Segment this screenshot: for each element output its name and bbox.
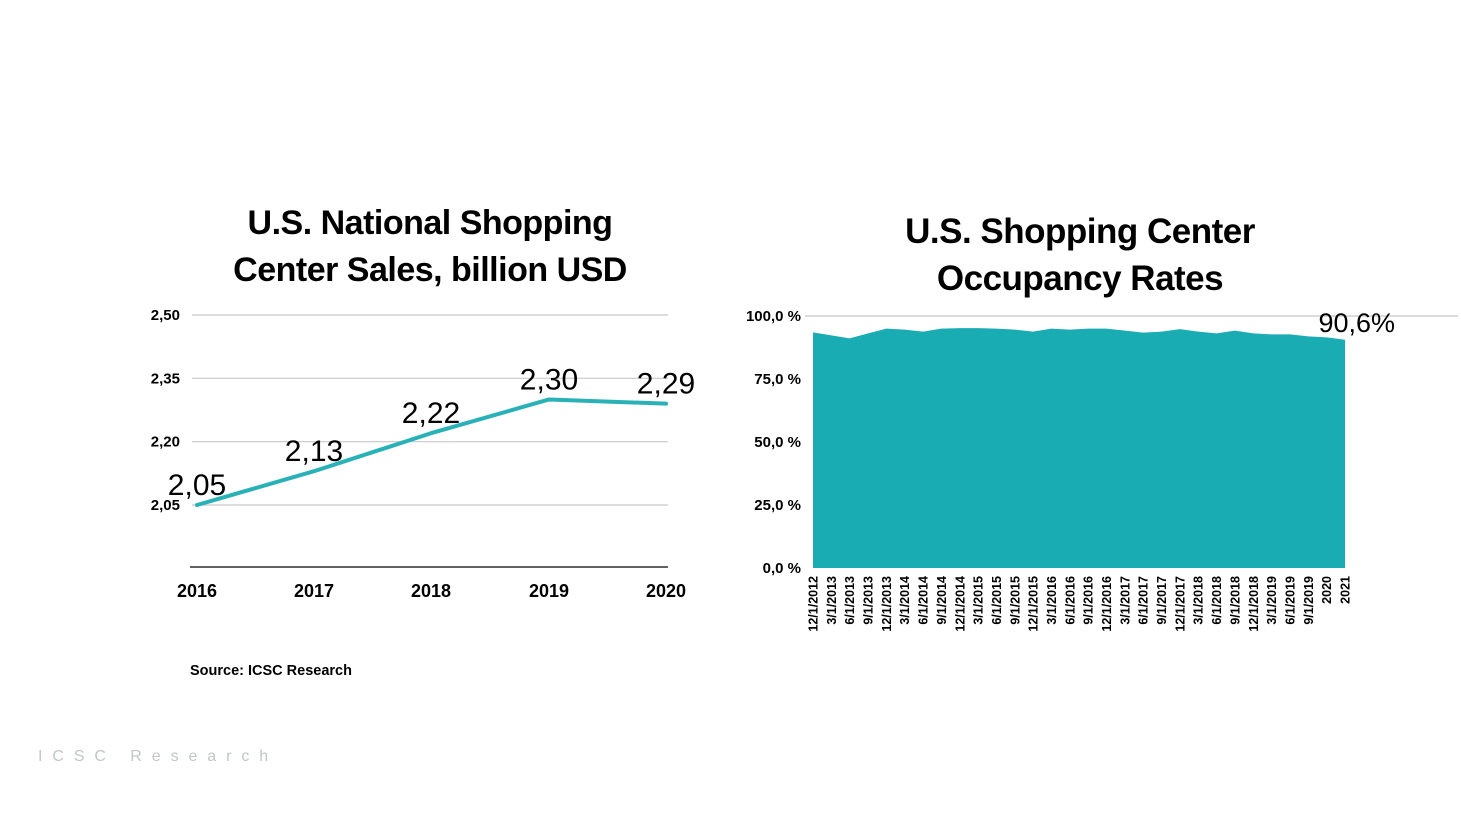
sales-line	[195, 397, 668, 507]
sales-line-chart: 2,50 2,35 2,20 2,052,05 2,13 2,22 2,30 2,29 2016…	[151, 307, 695, 601]
left-chart-title: U.S. National Shopping Center Sales, bil…	[140, 200, 720, 294]
x-tick-label: 9/1/2013	[862, 576, 876, 625]
x-tick-label: 12/1/2018	[1247, 576, 1261, 632]
source-note: Source: ICSC Research	[190, 663, 352, 679]
data-label: 2,29	[637, 368, 695, 401]
x-tick-label: 12/1/2014	[953, 576, 967, 632]
icsc-research-watermark: ICSC Research	[38, 748, 279, 765]
x-tick-label: 6/1/2017	[1137, 576, 1151, 625]
x-tick-label: 2021	[1339, 576, 1353, 604]
x-tick-label: 3/1/2015	[972, 576, 986, 625]
data-label: 2,30	[520, 363, 578, 396]
occupancy-end-value-label: 90,6%	[1318, 308, 1395, 338]
right-chart-title-line2: Occupancy Rates	[936, 259, 1224, 298]
x-tick-label: 12/1/2017	[1173, 576, 1187, 632]
x-tick-label: 9/1/2016	[1082, 576, 1096, 625]
x-tick-label: 6/1/2015	[990, 576, 1004, 625]
x-tick-label: 9/1/2019	[1302, 576, 1316, 625]
x-tick-label: 3/1/2019	[1265, 576, 1279, 625]
y-tick-label: 2,35	[151, 370, 180, 387]
y-tick-label: 75,0 %	[754, 371, 801, 388]
x-tick-label: 9/1/2018	[1228, 576, 1242, 625]
x-tick-label: 6/1/2019	[1283, 576, 1297, 625]
x-tick-label: 2017	[294, 581, 334, 601]
x-tick-label: 3/1/2016	[1045, 576, 1059, 625]
data-label: 2,13	[285, 435, 343, 468]
right-chart-title-line1: U.S. Shopping Center	[905, 212, 1255, 251]
x-tick-label: 9/1/2015	[1008, 576, 1022, 625]
x-tick-label: 2018	[411, 581, 451, 601]
x-tick-label: 2020	[1320, 576, 1334, 604]
data-label: 2,22	[402, 397, 460, 430]
x-tick-label: 3/1/2018	[1192, 576, 1206, 625]
occupancy-area-chart: 100,0 % 75,0 % 50,0 % 25,0 % 0,0 % 12/1/2012 3…	[746, 308, 1458, 632]
x-tick-label: 9/1/2014	[935, 576, 949, 625]
y-tick-label: 25,0 %	[754, 497, 801, 514]
x-tick-label: 9/1/2017	[1155, 576, 1169, 625]
y-tick-label: 0,0 %	[763, 560, 801, 577]
left-chart-title-line2: Center Sales, billion USD	[233, 251, 627, 289]
x-tick-label: 6/1/2016	[1063, 576, 1077, 625]
y-tick-label: 100,0 %	[746, 308, 801, 325]
x-tick-label: 6/1/2018	[1210, 576, 1224, 625]
y-tick-label: 2,20	[151, 434, 180, 451]
occupancy-area	[813, 328, 1345, 568]
right-chart-title: U.S. Shopping Center Occupancy Rates	[790, 208, 1370, 302]
x-tick-label: 3/1/2014	[898, 576, 912, 625]
data-label: 2,05	[168, 469, 226, 502]
left-chart-title-line1: U.S. National Shopping	[247, 204, 613, 242]
x-tick-label: 3/1/2013	[825, 576, 839, 625]
y-tick-label: 50,0 %	[754, 434, 801, 451]
x-tick-label: 2016	[177, 581, 217, 601]
x-tick-label: 12/1/2015	[1027, 576, 1041, 632]
y-tick-label: 2,05	[151, 497, 180, 514]
x-tick-label: 2020	[646, 581, 686, 601]
x-tick-label: 6/1/2014	[917, 576, 931, 625]
y-tick-label: 2,50	[151, 307, 180, 324]
x-tick-label: 3/1/2017	[1118, 576, 1132, 625]
x-tick-label: 12/1/2013	[880, 576, 894, 632]
x-tick-label: 6/1/2013	[843, 576, 857, 625]
x-tick-label: 12/1/2016	[1100, 576, 1114, 632]
x-tick-label: 2019	[529, 581, 569, 601]
x-tick-label: 12/1/2012	[807, 576, 821, 632]
